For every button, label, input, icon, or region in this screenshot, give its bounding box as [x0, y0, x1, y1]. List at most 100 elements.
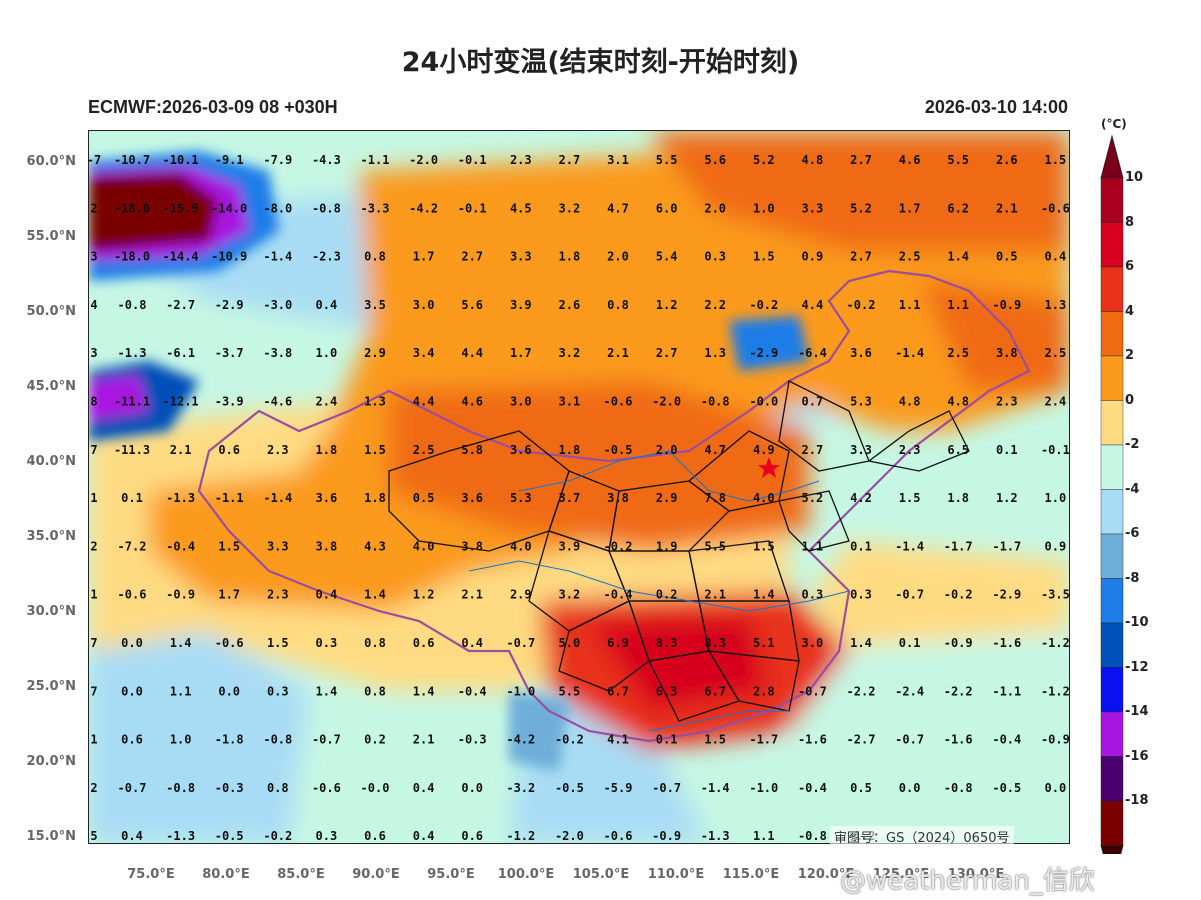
grid-value: -0.7 [118, 781, 147, 795]
grid-value: 0.5 [850, 781, 872, 795]
colorbar-segment [1100, 355, 1124, 401]
colorbar-label: -4 [1125, 481, 1140, 497]
grid-value: 3.8 [996, 346, 1018, 360]
grid-value: -0.2 [847, 298, 876, 312]
grid-value: -15.9 [163, 201, 199, 215]
grid-value: -0.1 [458, 201, 487, 215]
grid-value: -0.7 [895, 733, 924, 747]
grid-value: 5.5 [656, 153, 678, 167]
map-title: 24小时变温(结束时刻-开始时刻) [401, 47, 800, 78]
grid-value: 1.7 [510, 346, 532, 360]
province-boundaries [388, 380, 970, 722]
lat-label: 60.0°N [26, 154, 76, 169]
grid-value: 1.4 [413, 684, 435, 698]
grid-value: 1.5 [218, 539, 240, 553]
colorbar-label: -14 [1125, 704, 1149, 719]
grid-value: 0.4 [1045, 250, 1067, 264]
grid-value: 5.3 [850, 395, 872, 409]
grid-value: -4.6 [263, 395, 292, 409]
lon-label: 100.0°E [497, 867, 555, 882]
lat-label: 55.0°N [26, 229, 76, 244]
grid-value: 0.3 [850, 588, 872, 602]
grid-value: -0.3 [215, 781, 244, 795]
grid-value: 2.7 [656, 346, 678, 360]
map-canvas: -10.7 -10.1 -9.1 -7.9 -4.3 -1.1 -2.0 -0.1 2.3 2.7… [89, 131, 1069, 843]
grid-value: -0.2 [749, 298, 778, 312]
grid-value: 0.0 [121, 684, 143, 698]
grid-value: 1.4 [170, 636, 192, 650]
colorbar-segment [1100, 800, 1124, 846]
colorbar-label: -2 [1125, 437, 1140, 452]
grid-value: -1.8 [215, 733, 244, 747]
grid-value: -9.1 [215, 153, 244, 167]
grid-value: 1.0 [753, 201, 775, 215]
grid-value: 3.5 [364, 298, 386, 312]
grid-value: 0.8 [364, 684, 386, 698]
grid-value: 3.3 [802, 201, 824, 215]
grid-value: 2.9 [364, 346, 386, 360]
grid-value: 5.3 [510, 491, 532, 505]
grid-value: -10.9 [211, 250, 247, 264]
grid-value: -0.5 [604, 443, 633, 457]
grid-value: 1.5 [1045, 153, 1067, 167]
grid-value: 0.4 [461, 636, 483, 650]
grid-value: 1.1 [899, 298, 921, 312]
grid-value: 5.5 [559, 684, 581, 698]
grid-value: 3.6 [510, 443, 532, 457]
grid-value: -3.3 [361, 201, 390, 215]
grid-value: 6.0 [656, 201, 678, 215]
grid-value: 0.9 [802, 250, 824, 264]
grid-value: 5.1 [753, 636, 775, 650]
colorbar-segment [1100, 489, 1124, 535]
grid-value: -0.4 [992, 733, 1021, 747]
rivers [468, 450, 850, 732]
colorbar-label: -16 [1125, 748, 1149, 764]
grid-value: -1.4 [895, 346, 924, 360]
grid-value: -12.1 [163, 395, 199, 409]
temperature-field [89, 131, 1069, 843]
grid-value: 1.8 [947, 491, 969, 505]
lon-label: 105.0°E [572, 867, 630, 882]
grid-value: 0.5 [413, 491, 435, 505]
grid-value: 3.0 [413, 298, 435, 312]
grid-value: 3.3 [850, 443, 872, 457]
grid-value: -4.2 [409, 201, 438, 215]
grid-value-edge: 7 [90, 636, 97, 650]
grid-value: 2.1 [996, 201, 1018, 215]
grid-value: -0.7 [312, 733, 341, 747]
grid-value: -1.3 [166, 829, 195, 843]
grid-value: 3.3 [510, 250, 532, 264]
grid-value: 0.6 [461, 829, 483, 843]
grid-value: 1.1 [802, 539, 824, 553]
grid-value: 4.0 [753, 491, 775, 505]
grid-value: 1.3 [1045, 298, 1067, 312]
grid-value: 4.3 [364, 539, 386, 553]
colorbar-segment [1100, 266, 1124, 312]
lat-label: 20.0°N [26, 754, 76, 769]
grid-value: 2.5 [947, 346, 969, 360]
grid-value: -0.6 [215, 636, 244, 650]
grid-value: 2.5 [899, 250, 921, 264]
grid-value: -1.1 [215, 491, 244, 505]
grid-value: 3.6 [316, 491, 338, 505]
value-grid: -10.7 -10.1 -9.1 -7.9 -4.3 -1.1 -2.0 -0.1 2.3 2.7… [89, 153, 1069, 843]
map-approval-stamp: 审图号：GS（2024）0650号 [830, 826, 1014, 847]
grid-value: 0.0 [1045, 781, 1067, 795]
grid-value: -1.2 [1041, 684, 1069, 698]
grid-value: 6.9 [607, 636, 629, 650]
grid-value-edge: 8 [90, 395, 97, 409]
grid-value: 0.2 [364, 733, 386, 747]
grid-value: -2.0 [409, 153, 438, 167]
grid-value: 6.7 [607, 684, 629, 698]
grid-value: -0.7 [506, 636, 535, 650]
grid-value: 3.4 [413, 346, 435, 360]
grid-value: -14.0 [211, 201, 247, 215]
grid-value: 0.1 [996, 443, 1018, 457]
colorbar-label: 6 [1125, 259, 1135, 274]
grid-value: -0.1 [458, 153, 487, 167]
grid-value: -6.4 [798, 346, 827, 360]
grid-value: -6.1 [166, 346, 195, 360]
colorbar-segment [1100, 311, 1124, 357]
colorbar-label: 10 [1125, 170, 1144, 185]
grid-value: 3.3 [267, 539, 289, 553]
